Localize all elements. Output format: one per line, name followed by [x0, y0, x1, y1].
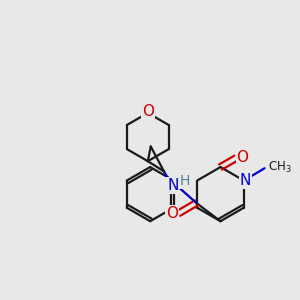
Text: O: O	[236, 150, 248, 165]
Text: O: O	[142, 104, 154, 119]
Text: N: N	[240, 173, 251, 188]
Text: H: H	[179, 174, 190, 188]
Text: N: N	[167, 178, 178, 193]
Text: CH$_3$: CH$_3$	[268, 160, 292, 175]
Text: O: O	[166, 206, 178, 221]
